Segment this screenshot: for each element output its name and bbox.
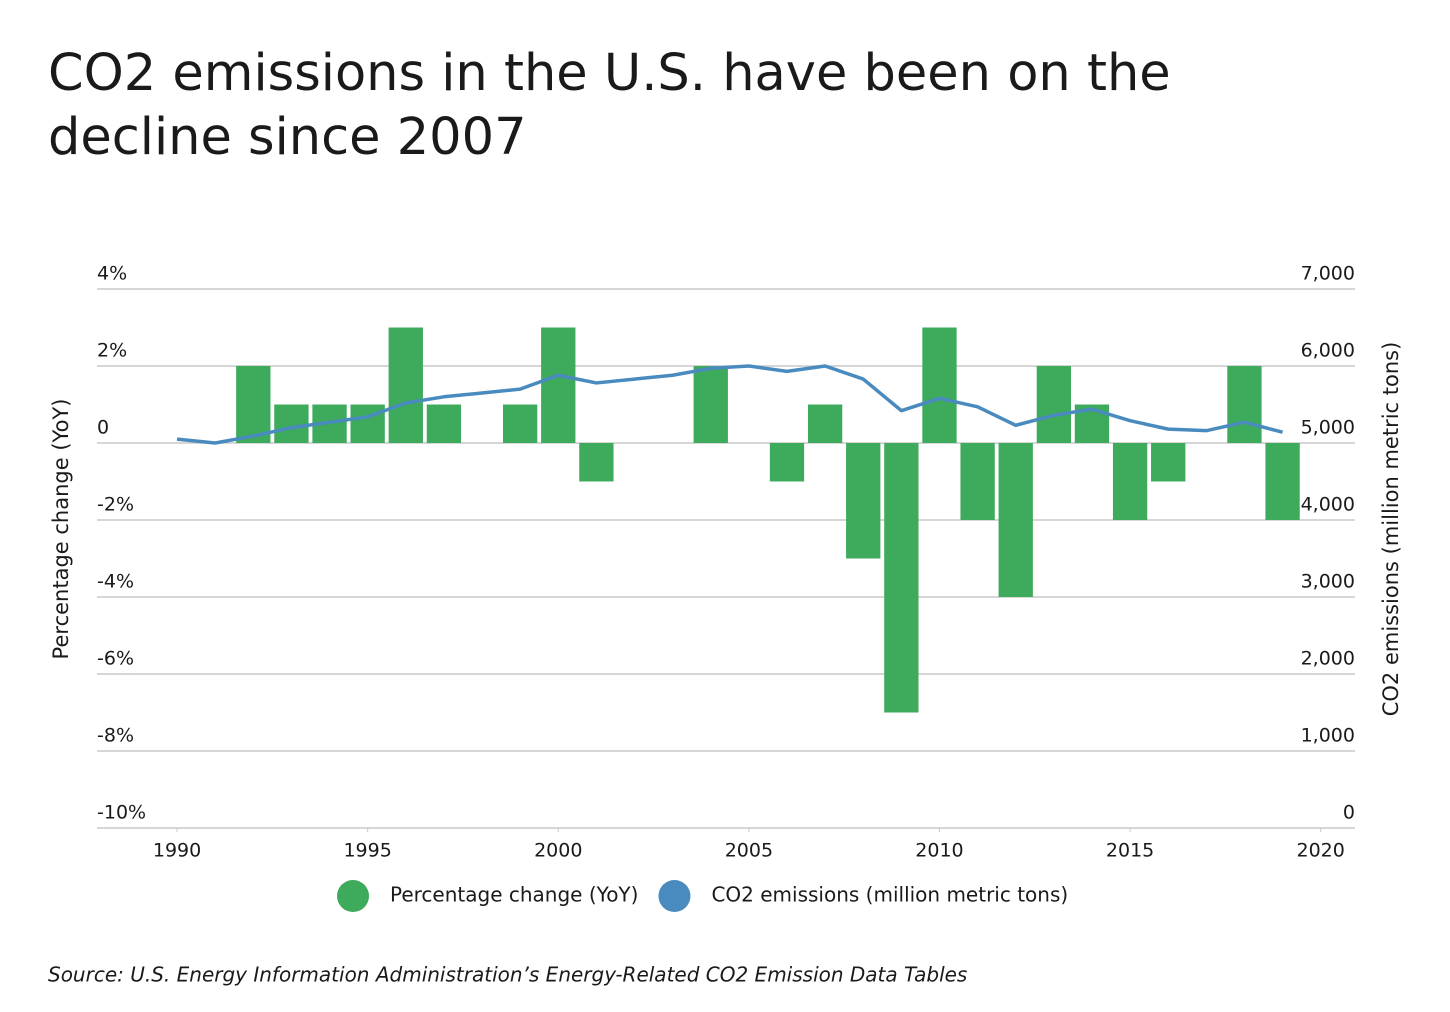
bar (426, 404, 462, 443)
bar (274, 404, 309, 443)
y2-tick-label: 6,000 (1301, 340, 1355, 362)
legend-label: CO2 emissions (million metric tons) (711, 883, 1068, 907)
line (176, 364, 1284, 445)
legend-label: Percentage change (YoY) (390, 883, 638, 907)
x-tick-label: 2005 (725, 840, 773, 862)
y-tick-label: -10% (97, 802, 146, 824)
bar (1112, 443, 1148, 520)
y-tick-label: 2% (97, 340, 127, 362)
x-tick-label: 2020 (1297, 840, 1345, 862)
x-tick-label: 2000 (534, 840, 582, 862)
bar (807, 404, 843, 443)
y-tick-label: -2% (97, 494, 134, 516)
bar (922, 327, 957, 443)
chart-title: CO2 emissions in the U.S. have been on t… (48, 44, 1171, 167)
y2-tick-label: 0 (1343, 802, 1355, 824)
bar (236, 366, 271, 443)
y2-tick-label: 5,000 (1301, 417, 1355, 439)
y2-tick-label: 3,000 (1301, 571, 1355, 593)
bar (1265, 443, 1300, 520)
legend-marker (658, 880, 691, 912)
bar (502, 404, 538, 443)
y2-tick-label: 4,000 (1301, 494, 1355, 516)
bar (1227, 366, 1262, 443)
x-tick-label: 2010 (915, 840, 963, 862)
y2-axis-title: CO2 emissions (million metric tons) (1379, 342, 1403, 717)
x-tick-label: 1995 (343, 840, 391, 862)
y2-tick-label: 7,000 (1301, 263, 1355, 285)
y2-tick-label: 2,000 (1301, 648, 1355, 670)
bar (693, 366, 728, 443)
bar (350, 404, 385, 443)
source: Source: U.S. Energy Information Administ… (48, 963, 967, 987)
bar (1036, 366, 1071, 443)
y-axis-title: Percentage change (YoY) (49, 399, 73, 660)
y-tick-label: -4% (97, 571, 134, 593)
bar (388, 327, 423, 443)
y-tick-label: -8% (97, 725, 134, 747)
bar (769, 443, 805, 482)
bar (998, 443, 1033, 597)
y-tick-label: 0 (97, 417, 109, 439)
y-tick-label: -6% (97, 648, 134, 670)
bar (884, 443, 919, 713)
bar (1151, 443, 1186, 482)
bar (541, 327, 576, 443)
bar (960, 443, 995, 520)
y-tick-label: 4% (97, 263, 127, 285)
x-tick-label: 1990 (153, 840, 201, 862)
y2-tick-label: 1,000 (1301, 725, 1355, 747)
x-tick-label: 2015 (1106, 840, 1154, 862)
legend-marker (337, 880, 369, 912)
bar (846, 443, 881, 559)
bar (579, 443, 614, 482)
